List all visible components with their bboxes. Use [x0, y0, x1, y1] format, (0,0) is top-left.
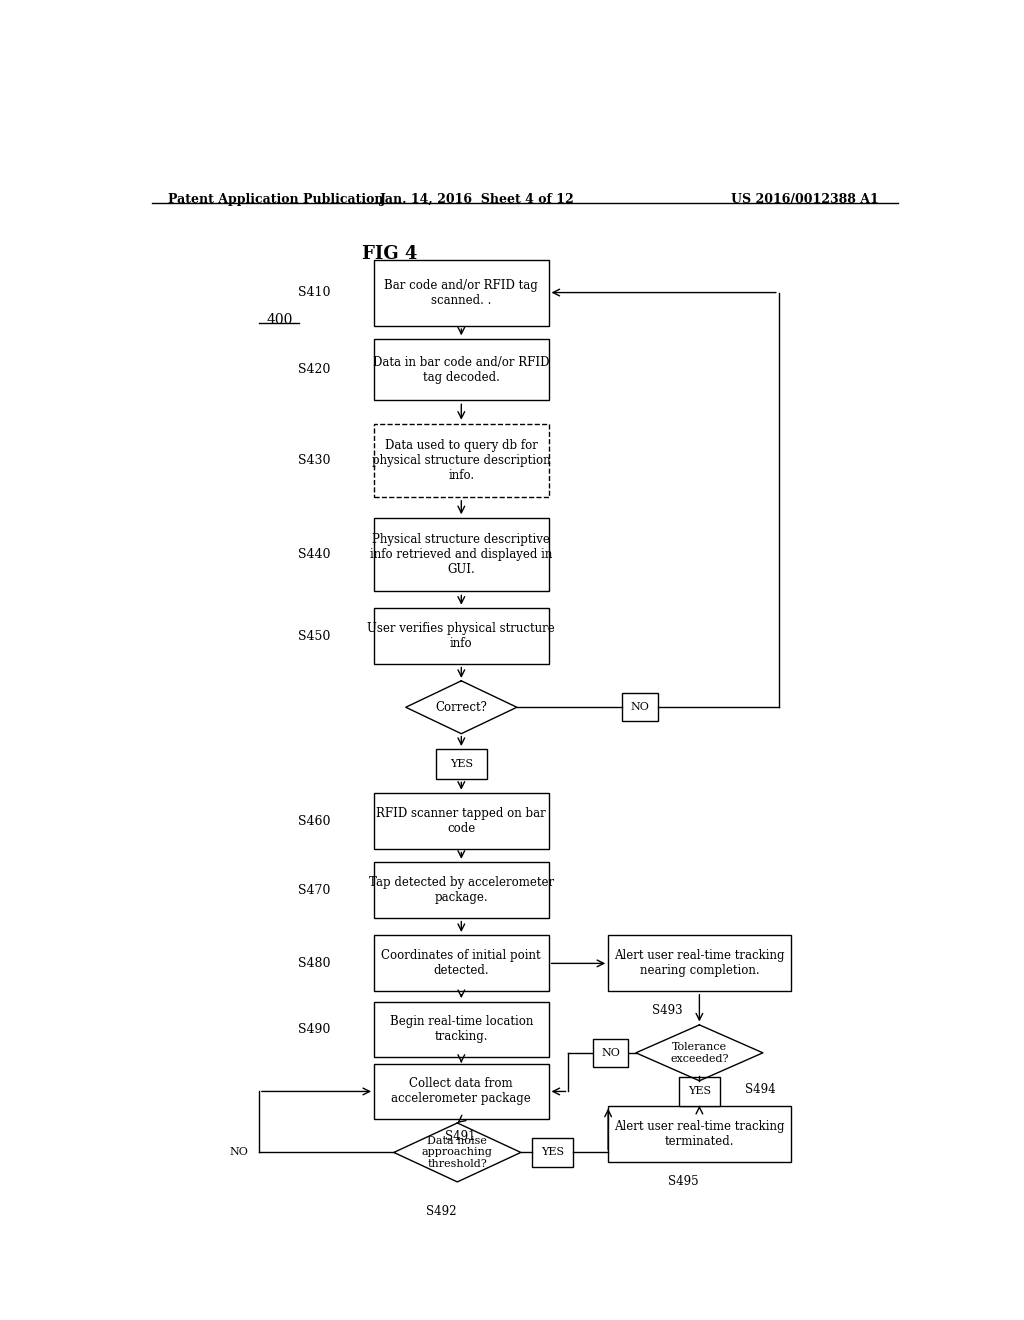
Text: NO: NO [601, 1048, 620, 1057]
FancyBboxPatch shape [374, 339, 549, 400]
FancyBboxPatch shape [531, 1138, 573, 1167]
Text: S450: S450 [298, 630, 331, 643]
Text: S460: S460 [298, 814, 331, 828]
Text: User verifies physical structure
info: User verifies physical structure info [368, 622, 555, 651]
FancyBboxPatch shape [679, 1077, 720, 1106]
Text: NO: NO [229, 1147, 249, 1158]
Text: Alert user real-time tracking
nearing completion.: Alert user real-time tracking nearing co… [614, 949, 784, 977]
Text: Correct?: Correct? [435, 701, 487, 714]
Text: Tap detected by accelerometer
package.: Tap detected by accelerometer package. [369, 876, 554, 904]
FancyBboxPatch shape [374, 260, 549, 326]
FancyBboxPatch shape [374, 862, 549, 919]
Text: Patent Application Publication: Patent Application Publication [168, 193, 383, 206]
FancyBboxPatch shape [608, 1106, 791, 1162]
Text: S494: S494 [745, 1084, 776, 1097]
Text: Tolerance
exceeded?: Tolerance exceeded? [670, 1041, 729, 1064]
Text: S470: S470 [298, 883, 331, 896]
Text: S493: S493 [651, 1005, 682, 1016]
Text: Data used to query db for
physical structure description
info.: Data used to query db for physical struc… [372, 438, 551, 482]
FancyBboxPatch shape [374, 424, 549, 496]
Text: Data noise
approaching
threshold?: Data noise approaching threshold? [422, 1135, 493, 1170]
Text: Coordinates of initial point
detected.: Coordinates of initial point detected. [382, 949, 541, 977]
Text: S492: S492 [426, 1205, 456, 1218]
FancyBboxPatch shape [374, 609, 549, 664]
Text: YES: YES [450, 759, 473, 770]
Text: S430: S430 [298, 454, 331, 467]
Text: Jan. 14, 2016  Sheet 4 of 12: Jan. 14, 2016 Sheet 4 of 12 [380, 193, 574, 206]
FancyBboxPatch shape [593, 1039, 629, 1067]
Text: US 2016/0012388 A1: US 2016/0012388 A1 [731, 193, 879, 206]
Text: YES: YES [688, 1086, 711, 1097]
Text: Data in bar code and/or RFID
tag decoded.: Data in bar code and/or RFID tag decoded… [373, 356, 550, 384]
Text: S410: S410 [298, 286, 331, 300]
FancyBboxPatch shape [374, 1002, 549, 1057]
FancyBboxPatch shape [374, 793, 549, 849]
Text: YES: YES [541, 1147, 564, 1158]
Text: S490: S490 [298, 1023, 331, 1036]
Text: Bar code and/or RFID tag
scanned. .: Bar code and/or RFID tag scanned. . [384, 279, 539, 306]
FancyBboxPatch shape [435, 748, 487, 779]
Text: Physical structure descriptive
info retrieved and displayed in
GUI.: Physical structure descriptive info retr… [370, 533, 553, 577]
Text: RFID scanner tapped on bar
code: RFID scanner tapped on bar code [377, 807, 546, 836]
FancyBboxPatch shape [374, 1064, 549, 1119]
Text: S491: S491 [445, 1130, 476, 1143]
Text: 400: 400 [267, 313, 293, 327]
Text: Collect data from
accelerometer package: Collect data from accelerometer package [391, 1077, 531, 1105]
Text: Begin real-time location
tracking.: Begin real-time location tracking. [389, 1015, 534, 1043]
Text: S440: S440 [298, 548, 331, 561]
FancyBboxPatch shape [374, 519, 549, 591]
FancyBboxPatch shape [622, 693, 657, 722]
Text: FIG 4: FIG 4 [362, 244, 418, 263]
Text: S495: S495 [668, 1175, 698, 1188]
Text: NO: NO [631, 702, 649, 713]
FancyBboxPatch shape [608, 936, 791, 991]
Text: S420: S420 [298, 363, 331, 376]
FancyBboxPatch shape [374, 936, 549, 991]
Text: Alert user real-time tracking
terminated.: Alert user real-time tracking terminated… [614, 1121, 784, 1148]
Text: S480: S480 [298, 957, 331, 970]
